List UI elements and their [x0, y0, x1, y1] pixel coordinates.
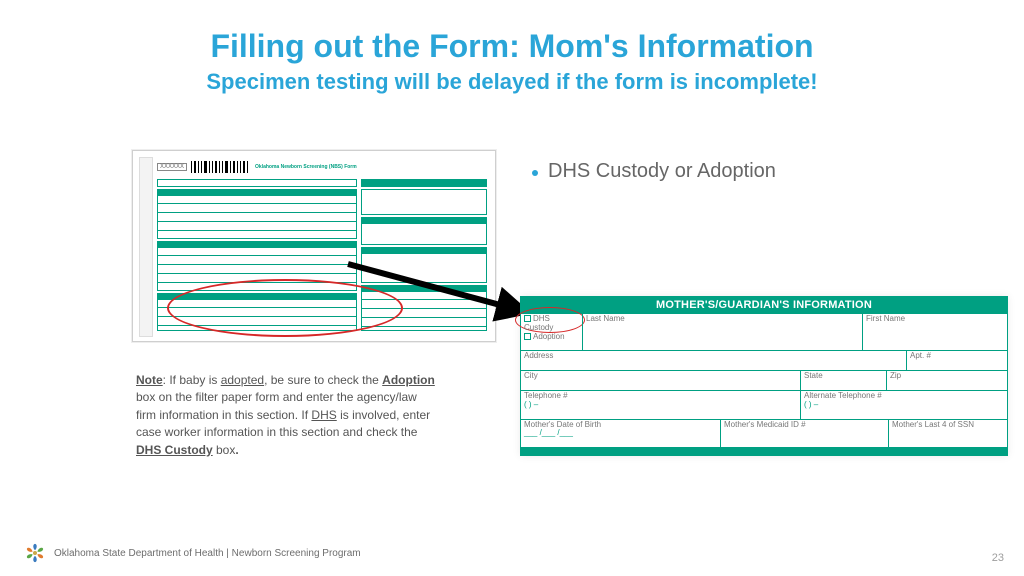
bullet-dot-icon	[532, 170, 538, 176]
thumb-form-title: Oklahoma Newborn Screening (NBS) Form	[255, 164, 357, 170]
slide-subtitle: Specimen testing will be delayed if the …	[0, 69, 1024, 95]
footer: Oklahoma State Department of Health | Ne…	[24, 542, 361, 564]
bullet-text: DHS Custody or Adoption	[548, 160, 776, 183]
page-number: 23	[992, 552, 1004, 564]
thumb-serial: XXXXXX	[157, 163, 187, 171]
slide-title: Filling out the Form: Mom's Information	[0, 28, 1024, 65]
bullet-item: DHS Custody or Adoption	[532, 160, 776, 183]
footer-text: Oklahoma State Department of Health | Ne…	[54, 548, 361, 559]
form-section-header: MOTHER'S/GUARDIAN'S INFORMATION	[521, 297, 1007, 313]
state-logo-icon	[24, 542, 46, 564]
thumb-highlight-ellipse	[167, 279, 403, 337]
form-thumbnail: XXXXXX Oklahoma Newborn Screening (NBS) …	[132, 150, 496, 342]
title-block: Filling out the Form: Mom's Information …	[0, 28, 1024, 95]
barcode-icon	[191, 161, 251, 173]
form-section-enlarged: MOTHER'S/GUARDIAN'S INFORMATION DHS Cust…	[520, 296, 1008, 456]
note-paragraph: Note: If baby is adopted, be sure to che…	[136, 372, 436, 459]
